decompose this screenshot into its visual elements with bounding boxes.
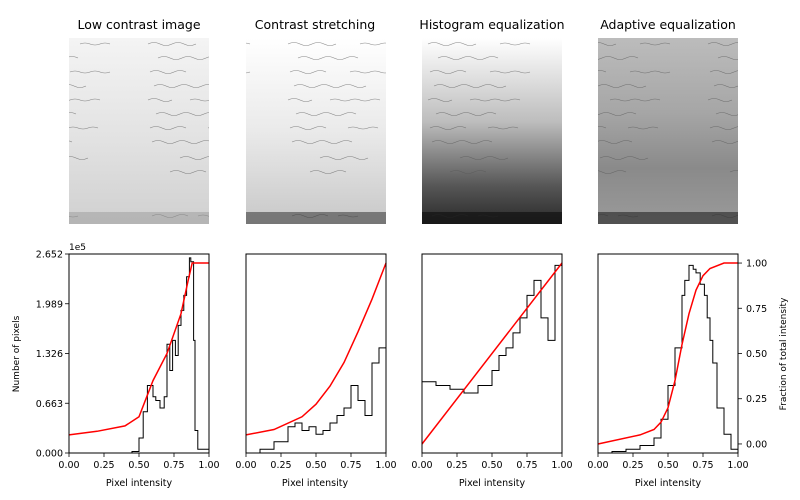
panel-title-adaptive-equalization: Adaptive equalization	[600, 17, 736, 32]
histogram-series-4	[598, 264, 739, 454]
panel-2: 0.00 0.25 0.50 0.75 1.00	[235, 253, 397, 471]
y-right-tick-label-4: 1.00	[746, 259, 767, 270]
x-tick-label-1-1: 0.25	[93, 460, 114, 471]
y-right-tick-label-1: 0.25	[746, 394, 767, 405]
x-axis-label-1: Pixel intensity	[106, 478, 173, 489]
x-axis-label-4: Pixel intensity	[635, 478, 702, 489]
x-tick-label-3-3: 0.75	[516, 460, 537, 471]
histogram-series-3	[422, 264, 563, 394]
x-tick-label-4-2: 0.50	[657, 460, 678, 471]
y-left-tick-label-2: 1.326	[36, 349, 63, 360]
x-tick-label-2-4: 1.00	[375, 460, 396, 471]
x-axis-label-3: Pixel intensity	[459, 478, 526, 489]
image-adaptive-equalization	[598, 38, 738, 224]
x-tick-label-1-3: 0.75	[163, 460, 184, 471]
cdf-series-3	[421, 262, 563, 445]
y-left-tick-label-3: 1.989	[36, 299, 63, 310]
x-tick-label-4-1: 0.25	[622, 460, 643, 471]
x-tick-label-4-4: 1.00	[727, 460, 748, 471]
cdf-series-4	[597, 262, 738, 445]
y-axis-label-right: Fraction of total intensity	[779, 297, 789, 410]
x-tick-label-1-4: 1.00	[198, 460, 219, 471]
x-tick-label-2-2: 0.50	[305, 460, 326, 471]
panel-frame-2	[245, 253, 387, 454]
x-tick-label-2-1: 0.25	[270, 460, 291, 471]
x-tick-label-3-2: 0.50	[481, 460, 502, 471]
histogram-panels: 0.00 0.25 0.50 0.75 1.00 0.000 0.663 1.326 1.989…	[36, 250, 767, 472]
panel-title-histogram-equalization: Histogram equalization	[419, 17, 564, 32]
x-tick-label-4-3: 0.75	[692, 460, 713, 471]
y-axis-label-left: Number of pixels	[12, 315, 22, 392]
x-tick-label-1-0: 0.00	[58, 460, 79, 471]
y-right-tick-label-0: 0.00	[746, 439, 767, 450]
y-left-tick-label-1: 0.663	[36, 399, 63, 410]
y-right-tick-label-3: 0.75	[746, 304, 767, 315]
x-tick-label-1-2: 0.50	[128, 460, 149, 471]
image-histogram-equalization	[422, 38, 562, 224]
y-left-tick-label-4: 2.652	[36, 250, 63, 261]
panel-3: 0.00 0.25 0.50 0.75 1.00	[411, 253, 573, 471]
panel-frame-4	[597, 253, 739, 454]
histogram-series-1	[69, 257, 210, 454]
panel-title-contrast-stretching: Contrast stretching	[255, 17, 375, 32]
x-tick-label-3-4: 1.00	[551, 460, 572, 471]
x-tick-label-2-3: 0.75	[340, 460, 361, 471]
histogram-series-2	[246, 347, 387, 454]
x-axis-label-2: Pixel intensity	[282, 478, 349, 489]
x-tick-label-2-0: 0.00	[235, 460, 256, 471]
image-contrast-stretching	[246, 38, 386, 224]
panel-4: 0.00 0.25 0.50 0.75 1.00 0.00 0.25 0.50 0.75 1.00	[587, 253, 767, 471]
x-tick-label-3-0: 0.00	[411, 460, 432, 471]
x-tick-label-3-1: 0.25	[446, 460, 467, 471]
cdf-series-1	[68, 262, 209, 436]
y-offset-label: 1e5	[69, 243, 86, 253]
cdf-series-2	[245, 262, 387, 436]
y-left-tick-label-0: 0.000	[36, 449, 63, 460]
y-right-tick-label-2: 0.50	[746, 349, 767, 360]
panel-title-low-contrast: Low contrast image	[77, 17, 200, 32]
image-low-contrast	[69, 38, 209, 224]
x-tick-label-4-0: 0.00	[587, 460, 608, 471]
panel-1: 0.00 0.25 0.50 0.75 1.00 0.000 0.663 1.326 1.989…	[36, 250, 220, 472]
